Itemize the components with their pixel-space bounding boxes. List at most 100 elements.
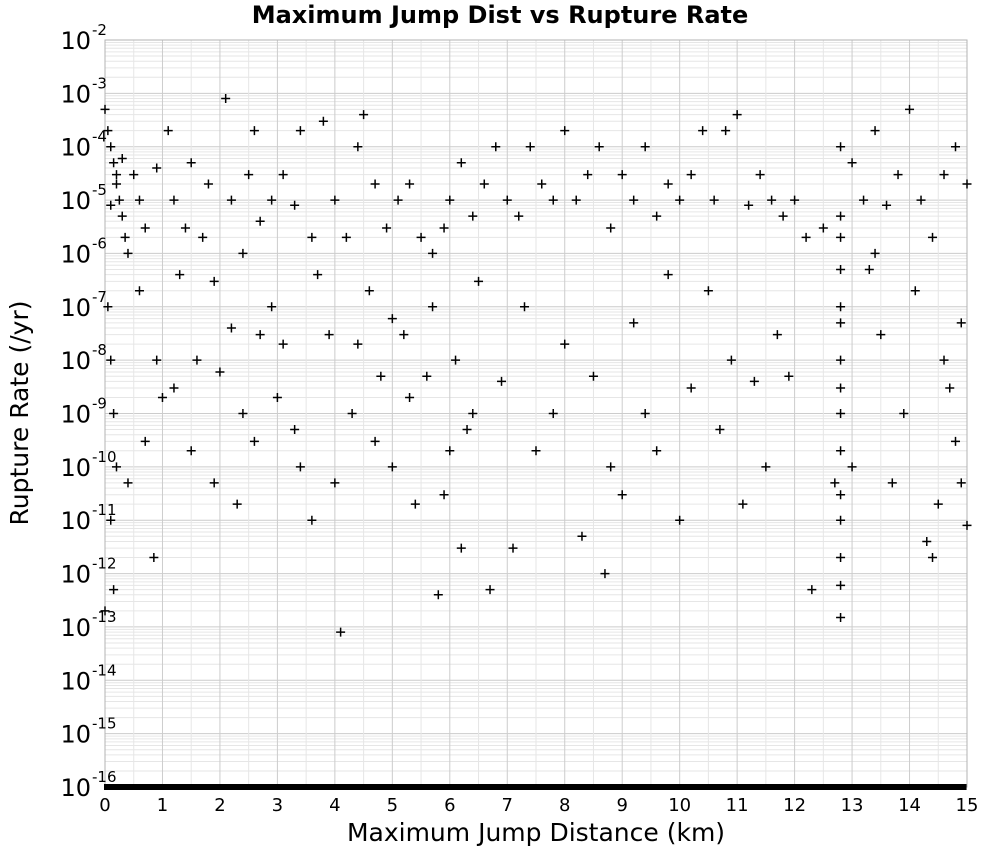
- x-tick-label: 4: [329, 795, 340, 816]
- data-point: [640, 142, 650, 152]
- data-point: [836, 383, 846, 393]
- y-tick-exponent: -10: [92, 448, 117, 466]
- data-point: [479, 179, 489, 189]
- data-point: [836, 553, 846, 563]
- x-tick-label: 9: [616, 795, 627, 816]
- data-point: [520, 302, 530, 312]
- data-point: [606, 223, 616, 233]
- y-tick-exponent: -11: [92, 501, 117, 519]
- data-point: [290, 425, 300, 435]
- data-point: [226, 195, 236, 205]
- data-point: [916, 195, 926, 205]
- x-tick-label: 7: [502, 795, 513, 816]
- data-point: [560, 339, 570, 349]
- data-point: [652, 446, 662, 456]
- data-point: [928, 553, 938, 563]
- data-point: [157, 392, 167, 402]
- y-tick-base: 10: [60, 507, 91, 535]
- data-point: [278, 339, 288, 349]
- y-tick-exponent: -3: [92, 74, 107, 92]
- data-point: [686, 170, 696, 180]
- data-point: [103, 302, 113, 312]
- data-point: [864, 264, 874, 274]
- data-point: [962, 520, 972, 530]
- data-point: [255, 330, 265, 340]
- y-tick-label: 10 -16: [60, 768, 116, 802]
- data-point: [801, 232, 811, 242]
- data-point: [175, 270, 185, 280]
- data-point: [836, 446, 846, 456]
- x-tick-label: 2: [214, 795, 225, 816]
- data-point: [152, 163, 162, 173]
- data-point: [502, 195, 512, 205]
- data-point: [675, 515, 685, 525]
- data-point: [149, 553, 159, 563]
- x-axis-label: Maximum Jump Distance (km): [347, 818, 725, 847]
- data-point: [387, 314, 397, 324]
- data-point: [715, 425, 725, 435]
- data-point: [836, 232, 846, 242]
- y-tick-base: 10: [60, 561, 91, 589]
- data-point: [836, 302, 846, 312]
- data-point: [485, 585, 495, 595]
- data-point: [790, 195, 800, 205]
- y-tick-label: 10 -15: [60, 715, 116, 749]
- data-point: [249, 436, 259, 446]
- data-point: [140, 223, 150, 233]
- data-point: [221, 94, 231, 104]
- data-point: [698, 126, 708, 136]
- data-point: [738, 499, 748, 509]
- data-point: [836, 409, 846, 418]
- data-point: [169, 195, 179, 205]
- data-point: [123, 248, 133, 258]
- data-point: [370, 179, 380, 189]
- data-point: [468, 409, 478, 418]
- data-point: [836, 318, 846, 328]
- data-point: [278, 170, 288, 180]
- data-point: [537, 179, 547, 189]
- x-tick-label: 10: [668, 795, 691, 816]
- data-point: [675, 195, 685, 205]
- data-point: [134, 286, 144, 296]
- data-point: [778, 211, 788, 221]
- data-point: [548, 195, 558, 205]
- data-points: [100, 94, 972, 637]
- data-point: [870, 248, 880, 258]
- data-point: [267, 195, 277, 205]
- y-tick-exponent: -16: [92, 768, 117, 786]
- data-point: [134, 195, 144, 205]
- data-point: [951, 436, 961, 446]
- data-point: [295, 126, 305, 136]
- data-point: [111, 179, 121, 189]
- data-point: [244, 170, 254, 180]
- data-point: [152, 355, 162, 365]
- data-point: [249, 126, 259, 136]
- data-point: [652, 211, 662, 221]
- data-point: [617, 490, 627, 500]
- data-point: [324, 330, 334, 340]
- data-point: [876, 330, 886, 340]
- data-point: [114, 195, 124, 205]
- data-point: [330, 195, 340, 205]
- x-tick-label: 11: [726, 795, 749, 816]
- data-point: [232, 499, 242, 509]
- data-point: [514, 211, 524, 221]
- data-point: [399, 330, 409, 340]
- baseline-marks: [104, 784, 967, 790]
- data-point: [726, 355, 736, 365]
- y-tick-label: 10 -8: [60, 341, 107, 375]
- data-point: [600, 569, 610, 579]
- y-tick-exponent: -15: [92, 715, 117, 733]
- data-point: [922, 536, 932, 546]
- data-point: [767, 195, 777, 205]
- data-point: [577, 531, 587, 541]
- data-point: [163, 126, 173, 136]
- data-point: [899, 409, 909, 418]
- data-point: [341, 232, 351, 242]
- y-tick-label: 10 -4: [60, 128, 107, 162]
- y-tick-label: 10 -10: [60, 448, 116, 482]
- y-tick-label: 10 -9: [60, 395, 107, 429]
- y-axis-ticks: 10-210-310-410-510-610-710-810-910 -1010-…: [60, 21, 116, 802]
- data-point: [106, 200, 116, 210]
